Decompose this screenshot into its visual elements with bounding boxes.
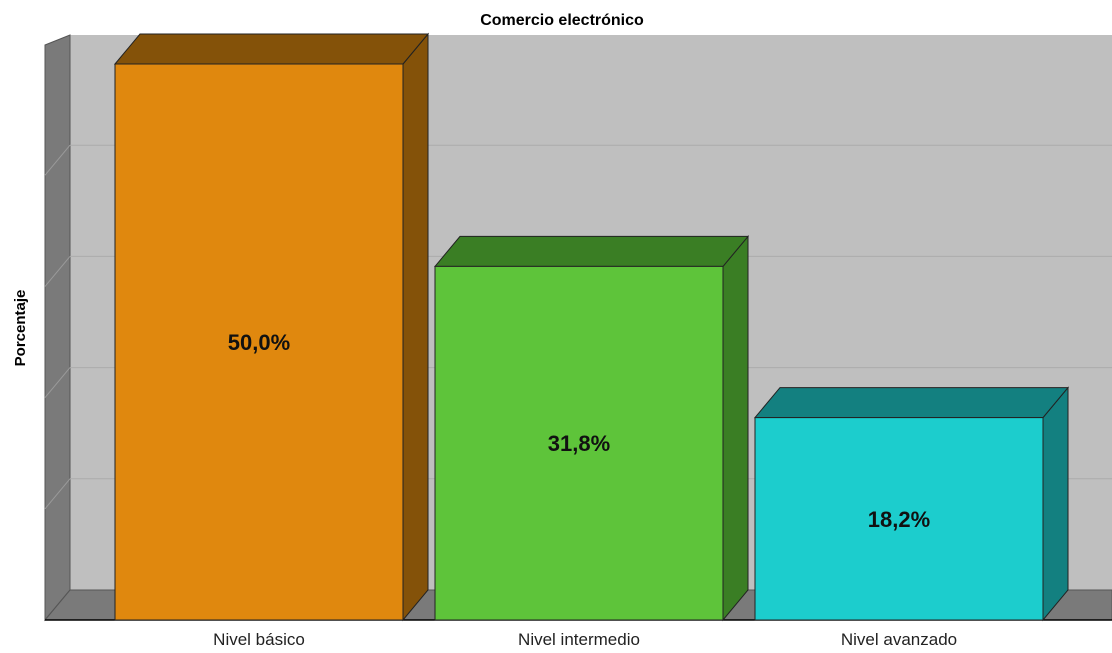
left-wall	[44, 34, 71, 622]
bar-side	[722, 235, 749, 622]
data-label: 50,0%	[228, 330, 290, 355]
bar-top	[113, 33, 430, 65]
x-tick-label: Nivel básico	[213, 630, 305, 649]
data-label: 31,8%	[548, 431, 610, 456]
gridline-wall	[44, 478, 71, 510]
x-tick-label: Nivel avanzado	[841, 630, 957, 649]
bar-group: 31,8% Nivel intermedio	[433, 235, 750, 649]
gridline-wall	[44, 367, 71, 398]
bar-top	[753, 387, 1070, 419]
x-tick-label: Nivel intermedio	[518, 630, 640, 649]
y-axis-label: Porcentaje	[12, 290, 29, 367]
bar-group: 18,2% Nivel avanzado	[753, 386, 1070, 649]
bars: 50,0% Nivel básico 31,8% Nivel intermedio 18…	[113, 32, 1070, 649]
bar-side	[1042, 386, 1069, 622]
gridline-wall	[44, 144, 71, 176]
bar-side	[402, 32, 429, 622]
bar-group: 50,0% Nivel básico	[113, 32, 430, 649]
chart-title: Comercio electrónico	[480, 12, 644, 29]
gridline-wall	[44, 256, 71, 287]
bar	[434, 265, 724, 621]
data-label: 18,2%	[868, 507, 930, 532]
bar	[754, 417, 1044, 621]
bar-top	[433, 235, 750, 267]
bar	[114, 63, 404, 621]
